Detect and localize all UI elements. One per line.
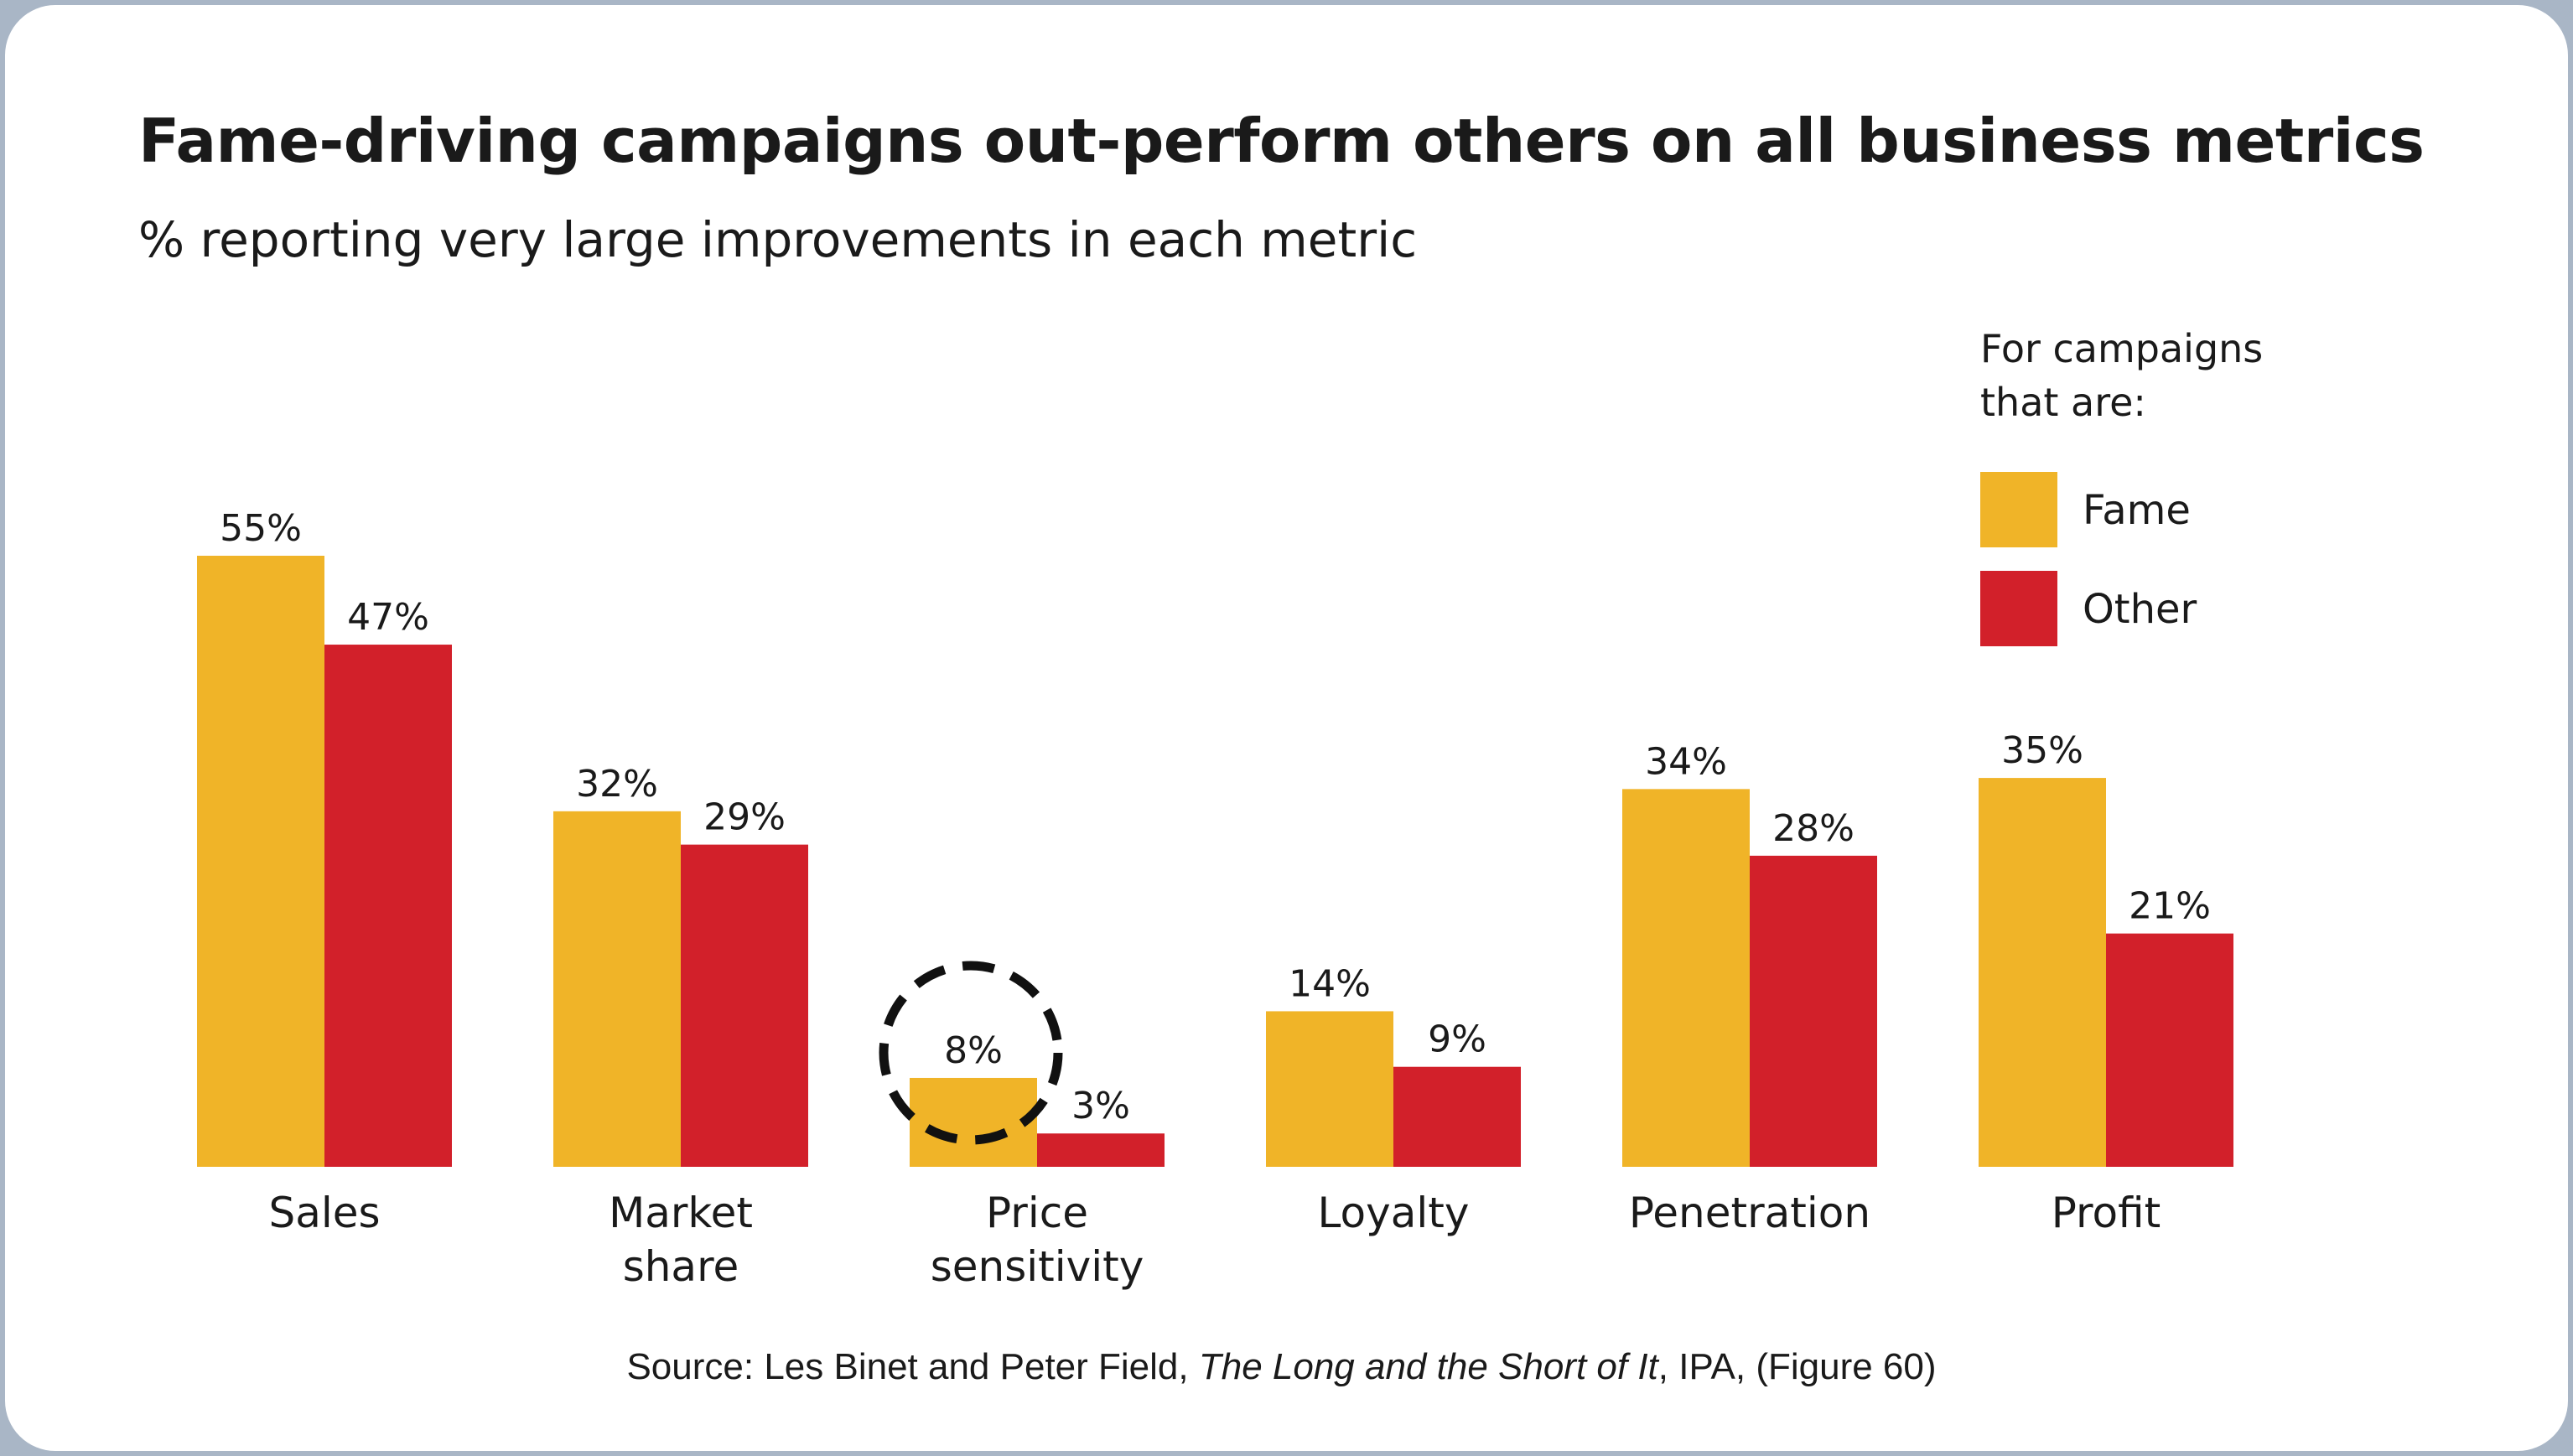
category-label-4: Penetration (1629, 1189, 1870, 1237)
bar-fame-5 (1979, 778, 2106, 1167)
value-label-fame-0: 55% (220, 507, 302, 550)
category-label-1-line0: Market (609, 1189, 753, 1237)
source-prefix: Source: Les Binet and Peter Field, (626, 1346, 1199, 1387)
legend-title-line0: For campaigns (1980, 326, 2263, 371)
bar-other-0 (324, 645, 452, 1167)
value-label-other-0: 47% (347, 596, 429, 639)
source-work-title: The Long and the Short of It (1198, 1346, 1658, 1387)
value-label-fame-5: 35% (2001, 729, 2083, 772)
legend-title-line1: that are: (1980, 380, 2146, 425)
value-label-fame-1: 32% (576, 763, 658, 806)
value-label-other-2: 3% (1071, 1085, 1130, 1127)
bar-fame-1 (553, 811, 681, 1167)
source-suffix: , IPA, (Figure 60) (1657, 1346, 1937, 1387)
source-note: Source: Les Binet and Peter Field, The L… (0, 1346, 2563, 1388)
bar-fame-0 (197, 556, 324, 1167)
bar-other-1 (681, 844, 808, 1167)
category-label-0: Sales (268, 1189, 380, 1237)
bar-fame-4 (1622, 789, 1750, 1167)
category-label-2-line0: Price (986, 1189, 1088, 1237)
bar-other-5 (2106, 933, 2233, 1167)
bar-other-2 (1037, 1133, 1165, 1167)
value-label-other-3: 9% (1428, 1018, 1486, 1061)
category-label-3: Loyalty (1318, 1189, 1470, 1237)
legend-swatch-other (1980, 571, 2057, 646)
highlight-dashed-circle (879, 961, 1063, 1145)
category-label-1-line1: share (623, 1242, 739, 1291)
chart-title: Fame-driving campaigns out-perform other… (138, 106, 2425, 176)
bar-other-4 (1750, 855, 1877, 1167)
value-label-other-4: 28% (1772, 807, 1855, 850)
legend-label-fame: Fame (2083, 487, 2191, 534)
legend-swatch-fame (1980, 472, 2057, 547)
chart-subtitle: % reporting very large improvements in e… (138, 211, 1418, 268)
category-label-2-line1: sensitivity (931, 1242, 1144, 1291)
category-label-5: Profit (2052, 1189, 2161, 1237)
value-label-fame-4: 34% (1645, 740, 1727, 783)
value-label-other-5: 21% (2129, 885, 2211, 928)
value-label-other-1: 29% (703, 796, 786, 839)
bar-fame-3 (1266, 1011, 1393, 1167)
value-label-fame-3: 14% (1289, 962, 1371, 1005)
value-label-fame-2: 8% (944, 1029, 1003, 1072)
bar-fame-2 (910, 1077, 1037, 1167)
legend-label-other: Other (2083, 586, 2197, 633)
bar-other-3 (1393, 1066, 1521, 1167)
